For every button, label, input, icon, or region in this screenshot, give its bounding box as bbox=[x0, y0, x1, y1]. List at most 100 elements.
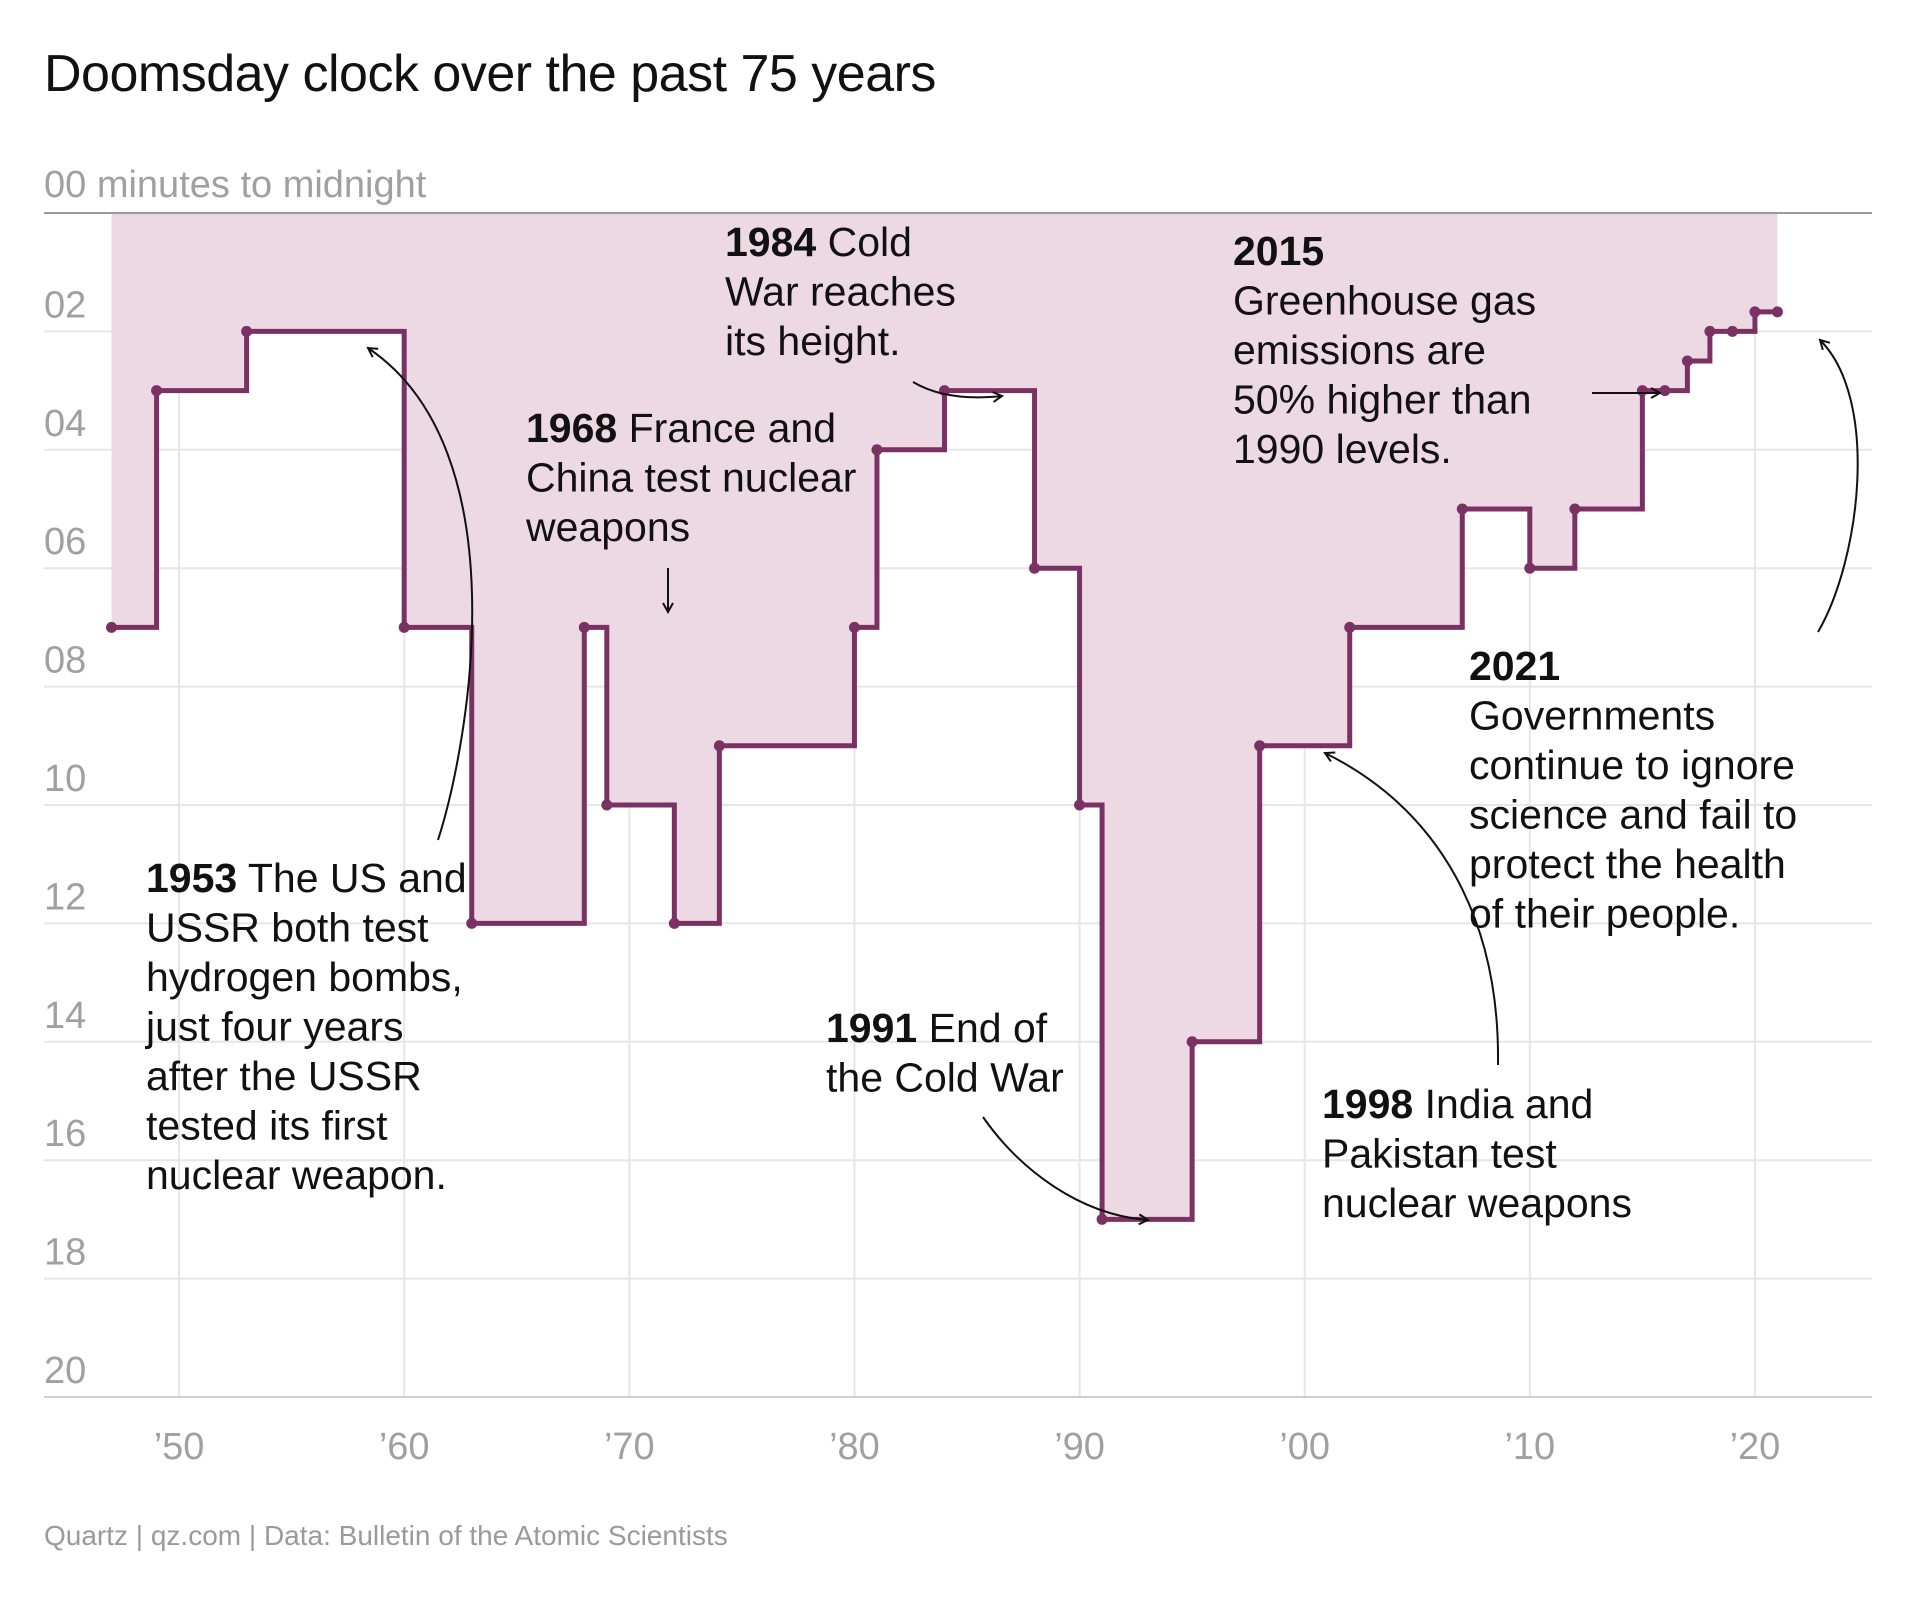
arrow-2021 bbox=[1817, 340, 1859, 633]
data-point bbox=[106, 621, 118, 633]
annotation-year: 2021 bbox=[1469, 643, 1560, 689]
annotation-line: The US and bbox=[237, 855, 466, 901]
chart-title: Doomsday clock over the past 75 years bbox=[44, 45, 936, 103]
annotation-line: emissions are bbox=[1233, 327, 1486, 373]
y-tick-label: 12 bbox=[44, 876, 86, 918]
annotation-line: hydrogen bombs, bbox=[146, 954, 463, 1000]
data-point bbox=[466, 917, 478, 929]
source-note: Quartz | qz.com | Data: Bulletin of the … bbox=[44, 1520, 728, 1551]
annotation-line: nuclear weapon. bbox=[146, 1152, 447, 1198]
y-tick-label: 08 bbox=[44, 640, 86, 682]
annotation-line: of their people. bbox=[1469, 891, 1740, 937]
annotation-arrows bbox=[368, 340, 1859, 1220]
data-point bbox=[1456, 503, 1468, 515]
area-layer bbox=[111, 213, 1778, 1220]
annotation-2015: 2015 Greenhouse gas emissions are 50% highe… bbox=[1233, 228, 1536, 472]
y-tick-label: 04 bbox=[44, 403, 86, 445]
annotation-line: 1990 levels. bbox=[1233, 426, 1452, 472]
x-tick-label: ’10 bbox=[1504, 1426, 1555, 1468]
data-point bbox=[713, 740, 725, 752]
data-point bbox=[578, 621, 590, 633]
annotation-line: the Cold War bbox=[826, 1055, 1064, 1101]
annotation-line: Pakistan test bbox=[1322, 1131, 1557, 1177]
data-point bbox=[241, 325, 253, 337]
annotation-line: science and fail to bbox=[1469, 792, 1797, 838]
data-point bbox=[1681, 355, 1693, 367]
y-tick-label: 18 bbox=[44, 1232, 86, 1274]
annotation-line: 50% higher than bbox=[1233, 377, 1532, 423]
area-fill bbox=[111, 213, 1778, 1220]
arrow-1991 bbox=[982, 1116, 1148, 1220]
annotation-year: 2015 bbox=[1233, 228, 1324, 274]
data-point bbox=[1704, 325, 1716, 337]
axes: 02 04 06 08 10 12 14 16 18 20 ’50 ’60 ’70 ’80 ’90 ’00 ’1… bbox=[44, 164, 1872, 1468]
annotation-line: tested its first bbox=[146, 1103, 388, 1149]
annotation-1968: 1968 France and China test nuclear weapons bbox=[525, 405, 856, 550]
annotation-line: Governments bbox=[1469, 693, 1715, 739]
annotation-line: just four years bbox=[145, 1004, 404, 1050]
annotation-line: India and bbox=[1413, 1081, 1593, 1127]
annotation-year: 1953 bbox=[146, 855, 237, 901]
arrow-1998 bbox=[1325, 753, 1500, 1066]
data-point bbox=[1029, 562, 1041, 574]
annotation-line: China test nuclear bbox=[526, 455, 856, 501]
annotation-line: France and bbox=[617, 405, 836, 451]
data-point bbox=[151, 385, 163, 397]
data-point bbox=[668, 917, 680, 929]
annotation-year: 1998 bbox=[1322, 1081, 1413, 1127]
annotation-line: its height. bbox=[725, 318, 901, 364]
annotation-line: weapons bbox=[525, 504, 690, 550]
data-point bbox=[1186, 1036, 1198, 1048]
annotation-1984: 1984 Cold War reaches its height. bbox=[725, 219, 956, 364]
y-tick-label: 10 bbox=[44, 758, 86, 800]
data-point bbox=[871, 444, 883, 456]
x-tick-label: ’80 bbox=[829, 1426, 880, 1468]
data-point bbox=[398, 621, 410, 633]
data-point bbox=[1344, 621, 1356, 633]
x-tick-label: ’20 bbox=[1730, 1426, 1781, 1468]
data-point bbox=[1771, 306, 1783, 318]
y-tick-label: 20 bbox=[44, 1350, 86, 1392]
data-point bbox=[1524, 562, 1536, 574]
arrow-1984 bbox=[912, 381, 1002, 397]
annotation-line: Cold bbox=[816, 219, 912, 265]
x-tick-label: ’00 bbox=[1279, 1426, 1330, 1468]
annotation-line: continue to ignore bbox=[1469, 742, 1795, 788]
data-point bbox=[1636, 385, 1648, 397]
x-tick-label: ’60 bbox=[379, 1426, 430, 1468]
data-point bbox=[1749, 306, 1761, 318]
grid bbox=[44, 213, 1872, 1397]
annotation-line: USSR both test bbox=[146, 905, 429, 951]
arrow-1953 bbox=[368, 348, 474, 841]
y-tick-label: 14 bbox=[44, 995, 86, 1037]
data-point bbox=[1074, 799, 1086, 811]
x-tick-label: ’70 bbox=[604, 1426, 655, 1468]
data-point bbox=[1726, 325, 1738, 337]
annotation-1991: 1991 End of the Cold War bbox=[826, 1005, 1064, 1101]
annotations: 1953 The US and USSR both test hydrogen bo… bbox=[145, 219, 1797, 1226]
data-point bbox=[1569, 503, 1581, 515]
data-point bbox=[848, 621, 860, 633]
annotation-year: 1968 bbox=[526, 405, 617, 451]
annotation-line: nuclear weapons bbox=[1322, 1180, 1632, 1226]
annotation-line: War reaches bbox=[725, 269, 956, 315]
points-layer bbox=[106, 306, 1783, 1225]
x-tick-label: ’50 bbox=[154, 1426, 205, 1468]
data-point bbox=[1254, 740, 1266, 752]
annotation-line: protect the health bbox=[1469, 841, 1786, 887]
data-point bbox=[1659, 385, 1671, 397]
y-tick-label: 16 bbox=[44, 1113, 86, 1155]
annotation-1953: 1953 The US and USSR both test hydrogen bo… bbox=[145, 855, 467, 1198]
y-tick-label: 02 bbox=[44, 284, 86, 326]
annotation-line: Greenhouse gas bbox=[1233, 278, 1536, 324]
annotation-1998: 1998 India and Pakistan test nuclear weapo… bbox=[1322, 1081, 1632, 1226]
data-point bbox=[1096, 1213, 1108, 1225]
annotation-line: after the USSR bbox=[146, 1053, 422, 1099]
data-point bbox=[601, 799, 613, 811]
y-axis-label: 00 minutes to midnight bbox=[44, 164, 427, 206]
annotation-year: 1991 bbox=[826, 1005, 917, 1051]
y-tick-label: 06 bbox=[44, 521, 86, 563]
annotation-year: 1984 bbox=[725, 219, 816, 265]
